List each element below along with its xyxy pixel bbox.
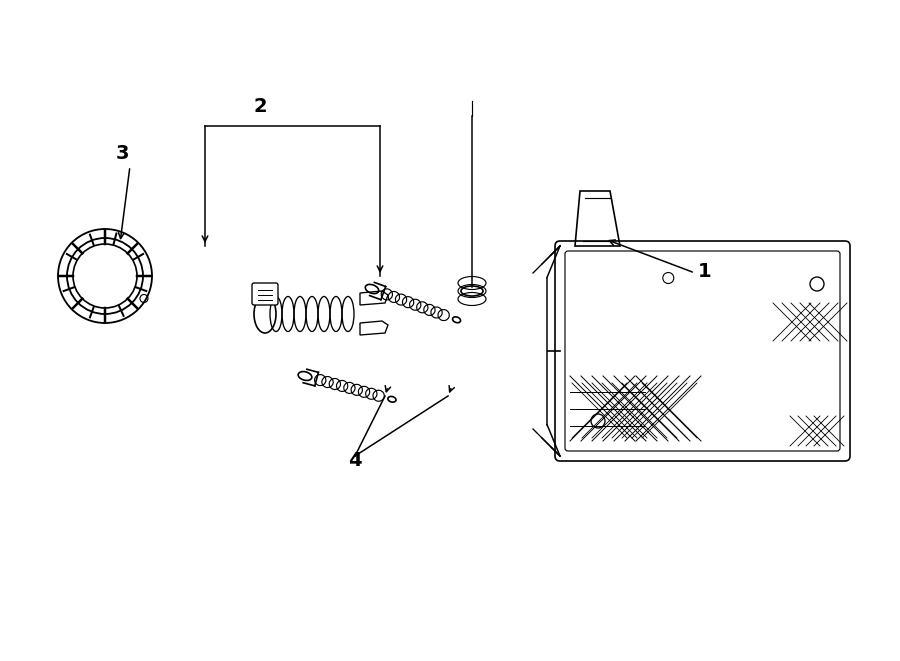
Text: 3: 3: [115, 143, 129, 163]
Circle shape: [73, 244, 137, 308]
Text: 1: 1: [698, 262, 712, 280]
Text: 4: 4: [348, 451, 362, 471]
FancyBboxPatch shape: [252, 283, 278, 305]
Text: 2: 2: [253, 97, 266, 116]
FancyBboxPatch shape: [555, 241, 850, 461]
